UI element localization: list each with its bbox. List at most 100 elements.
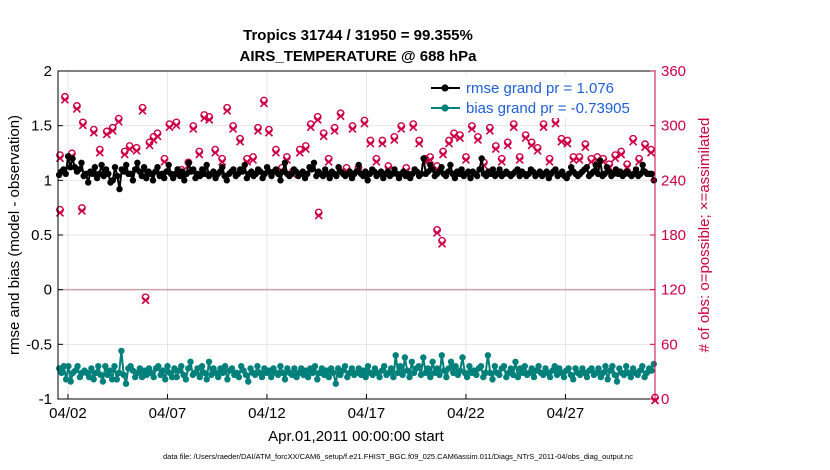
obs-count-point (426, 153, 435, 165)
bias-point (408, 358, 415, 365)
bias-point (277, 363, 284, 370)
x-tick-label: 04/07 (149, 405, 187, 422)
legend-bias-marker (441, 104, 449, 112)
obs-assimilated-marker (545, 157, 554, 166)
rmse-point (223, 177, 230, 184)
rmse-point (123, 161, 130, 169)
obs-count-point (545, 154, 554, 166)
bias-point (187, 358, 194, 365)
bias-point (392, 352, 399, 359)
rmse-point (476, 166, 483, 173)
rmse-point (89, 170, 96, 177)
rmse-point (496, 166, 503, 173)
obs-assimilated-marker (497, 157, 506, 166)
obs-count-point (491, 142, 500, 154)
obs-assimilated-marker (271, 148, 280, 157)
bias-point (484, 352, 492, 359)
obs-count-point (390, 133, 399, 144)
bias-point (364, 363, 372, 370)
obs-assimilated-marker (503, 141, 512, 150)
bias-point (164, 363, 171, 370)
rmse-point (111, 164, 119, 171)
obs-assimilated-marker (132, 146, 141, 155)
obs-assimilated-marker (409, 123, 418, 132)
rmse-point (109, 177, 117, 184)
bias-point (314, 376, 321, 383)
bias-point (118, 347, 125, 355)
obs-count-point (313, 112, 322, 124)
obs-assimilated-marker (348, 124, 357, 134)
obs-assimilated-marker (509, 123, 518, 132)
obs-assimilated-marker (77, 206, 86, 216)
obs-assimilated-marker (264, 128, 274, 137)
obs-assimilated-marker (378, 139, 387, 148)
rmse-point (277, 177, 284, 184)
bias-point (459, 354, 466, 361)
bias-point (387, 365, 395, 372)
obs-count-point (132, 143, 141, 155)
bias-point (639, 363, 646, 370)
obs-assimilated-marker (205, 115, 214, 124)
obs-count-point (455, 131, 465, 143)
rmse-point (355, 161, 362, 169)
bias-point (120, 371, 127, 379)
obs-assimilated-marker (248, 155, 258, 165)
bias-point (491, 363, 498, 370)
bias-point (235, 373, 243, 381)
bias-point (198, 363, 206, 370)
obs-assimilated-marker (141, 296, 150, 305)
bias-point (507, 365, 515, 372)
bias-point (150, 373, 157, 381)
bias-point (560, 373, 568, 381)
rmse-point (281, 159, 289, 166)
bias-point (201, 369, 208, 376)
obs-count-outlier (314, 208, 323, 220)
obs-assimilated-marker (218, 157, 227, 166)
obs-count-point (366, 136, 375, 148)
rmse-point (304, 170, 311, 177)
rmse-point (219, 164, 226, 171)
bias-point (609, 363, 616, 370)
rmse-point (364, 177, 371, 184)
bias-point (482, 369, 489, 376)
obs-assimilated-marker (366, 139, 375, 148)
bias-point (595, 365, 602, 372)
bias-point (219, 369, 226, 376)
bias-point (466, 363, 473, 370)
obs-count-point (78, 118, 87, 130)
obs-assimilated-marker (336, 112, 345, 121)
bias-point (420, 354, 427, 361)
bias-point (500, 363, 508, 370)
y2-tick-label: 180 (661, 227, 686, 244)
obs-assimilated-marker (438, 239, 447, 248)
bias-point (279, 369, 286, 376)
rmse-point (67, 164, 74, 171)
obs-assimilated-marker (89, 128, 98, 137)
rmse-point (161, 174, 168, 182)
obs-count-point (248, 153, 258, 165)
bias-point (311, 363, 319, 370)
obs-count-point (223, 103, 232, 115)
y-tick-label: 1.5 (31, 118, 52, 135)
rmse-point (129, 177, 137, 184)
obs-count-point (348, 122, 357, 134)
bias-point (173, 373, 180, 381)
legend-rmse-label: rmse grand pr = 1.076 (466, 80, 614, 97)
rmse-point (333, 172, 340, 180)
obs-assimilated-marker (515, 155, 524, 165)
obs-count-point (165, 120, 174, 132)
y2-tick-label: 240 (661, 172, 686, 189)
obs-count-point (60, 92, 70, 104)
obs-assimilated-marker (467, 124, 476, 134)
rmse-point (552, 166, 559, 173)
bias-point (258, 373, 266, 381)
obs-assimilated-marker (581, 143, 590, 152)
obs-assimilated-marker (444, 139, 454, 148)
obs-assimilated-marker (313, 115, 322, 124)
grid (58, 70, 655, 400)
obs-assimilated-marker (611, 154, 620, 163)
rmse-point (467, 174, 474, 182)
rmse-point (478, 155, 485, 162)
obs-assimilated-marker (145, 141, 154, 150)
bias-point (254, 363, 261, 370)
